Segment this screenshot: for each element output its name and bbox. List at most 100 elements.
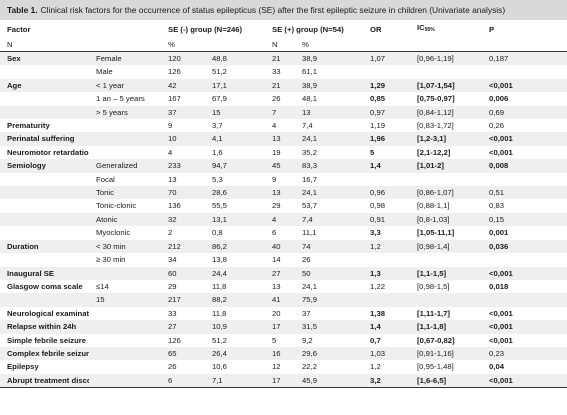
se-negative-n-cell: 217 <box>161 293 205 307</box>
se-negative-n-cell: 136 <box>161 199 205 213</box>
se-positive-n-cell: 29 <box>265 199 296 213</box>
table-row: 15 217 88,2 41 75,9 <box>0 293 567 307</box>
se-positive-percent-cell: 7,4 <box>295 119 364 133</box>
se-positive-n-cell: 4 <box>265 119 296 133</box>
odds-ratio-cell: 1,03 <box>363 346 411 361</box>
confidence-interval-cell: [1,6-6,5] <box>410 373 483 389</box>
table-row: Complex febrile seizure 65 26,4 16 29,6 1,03[… <box>0 346 567 361</box>
se-negative-percent-cell: 26,4 <box>205 346 266 361</box>
confidence-interval-cell: [1,1-1,5] <box>410 266 483 280</box>
se-negative-n-cell: 13 <box>161 172 205 187</box>
factor-cell: Neurological examination abnormality <box>0 306 89 321</box>
p-value-cell: 0,83 <box>482 199 567 213</box>
odds-ratio-cell: 0,96 <box>363 186 411 200</box>
subcategory-cell: 1 an – 5 years <box>89 92 161 106</box>
caption-text: Clinical risk factors for the occurrence… <box>40 5 506 15</box>
se-negative-n-cell: 70 <box>161 186 205 200</box>
or-header: OR <box>370 24 382 34</box>
confidence-interval-cell: [1,07-1,54] <box>410 78 483 93</box>
factor-cell <box>0 65 89 79</box>
se-negative-n-cell: 42 <box>161 78 205 93</box>
table-row: Simple febrile seizure 126 51,2 5 9,2 0,7 [0,6… <box>0 333 567 347</box>
factor-cell <box>0 212 89 227</box>
se-positive-percent-cell: 53,7 <box>295 199 364 213</box>
se-positive-percent-cell: 22,2 <box>295 360 364 374</box>
p-value-cell: <0,001 <box>482 132 567 146</box>
p-header: P <box>489 24 495 34</box>
factor-cell: Epilepsy <box>0 360 89 374</box>
se-positive-n-cell: 19 <box>265 145 296 160</box>
se-positive-n-cell: 4 <box>265 212 296 227</box>
se-positive-percent-cell: 37 <box>295 306 364 321</box>
se-negative-percent-cell: 55,5 <box>205 199 266 213</box>
subcategory-cell: Tonic <box>89 186 161 200</box>
subcategory-cell <box>89 333 161 347</box>
subcategory-cell <box>89 373 161 389</box>
se-negative-percent-cell: 94,7 <box>205 159 266 173</box>
p-value-cell: 0,26 <box>482 119 567 133</box>
subcategory-cell: Focal <box>89 172 161 187</box>
confidence-interval-cell <box>410 293 483 307</box>
subcategory-cell: ≥ 30 min <box>89 253 161 267</box>
p-value-cell: 0,23 <box>482 346 567 361</box>
table-row: Male 126 51,2 33 61,1 <box>0 65 567 79</box>
table-row: Sex Female 120 48,8 21 38,9 1,07 [0,96-1,19] 0,1… <box>0 51 567 66</box>
se-positive-n-cell: 45 <box>265 159 296 173</box>
se-negative-n-cell: 9 <box>161 119 205 133</box>
table-row: Neurological examination abnormality 3311… <box>0 306 567 321</box>
table-row: ≥ 30 min 34 13,8 14 26 <box>0 253 567 267</box>
se-positive-n-cell: 12 <box>265 360 296 374</box>
p-value-cell: 0,187 <box>482 51 567 66</box>
se-negative-n-cell: 120 <box>161 51 205 66</box>
se-negative-n-cell: 233 <box>161 159 205 173</box>
table-row: Inaugural SE 60 24,4 27 50 1,3 [1,1-1,5] <0,001 <box>0 266 567 280</box>
se-negative-percent-cell: 7,1 <box>205 373 266 389</box>
odds-ratio-cell: 0,91 <box>363 212 411 227</box>
factor-cell <box>0 92 89 106</box>
odds-ratio-cell: 1,4 <box>363 320 411 334</box>
table-row: Perinatal suffering 10 4,1 13 24,1 1,96 [1,2-3… <box>0 132 567 146</box>
ci-header-sub: 95% <box>424 27 435 33</box>
factor-cell <box>0 293 89 307</box>
confidence-interval-cell: [0,8-1,03] <box>410 212 483 227</box>
se-positive-n-cell: 9 <box>265 172 296 187</box>
factor-cell: Abrupt treatment discontinuation <box>0 373 89 389</box>
confidence-interval-cell: [0,83-1,72] <box>410 119 483 133</box>
se-negative-n-cell: 29 <box>161 279 205 294</box>
confidence-interval-cell <box>410 65 483 79</box>
se-positive-percent-cell: 50 <box>295 266 364 280</box>
se-negative-percent-cell: 51,2 <box>205 333 266 347</box>
se-positive-n-cell: 21 <box>265 51 296 66</box>
confidence-interval-cell: [1,11-1,7] <box>410 306 483 321</box>
se-negative-n-cell: 212 <box>161 239 205 254</box>
se-negative-n-cell: 126 <box>161 333 205 347</box>
se-negative-n-cell: 34 <box>161 253 205 267</box>
se-positive-percent-cell: 75,9 <box>295 293 364 307</box>
factor-cell: Duration <box>0 239 89 254</box>
se-positive-percent-cell: 48,1 <box>295 92 364 106</box>
confidence-interval-cell: [0,84-1,12] <box>410 105 483 120</box>
p-value-cell: 0,51 <box>482 186 567 200</box>
p-value-cell: <0,001 <box>482 145 567 160</box>
se-negative-n-cell: 26 <box>161 360 205 374</box>
factor-cell: Relapse within 24h <box>0 320 89 334</box>
se-positive-percent-cell: 29,6 <box>295 346 364 361</box>
se-positive-percent-cell: 24,1 <box>295 132 364 146</box>
subcategory-cell: > 5 years <box>89 105 161 120</box>
se-negative-percent-cell: 11,8 <box>205 306 266 321</box>
factor-cell: Sex <box>0 51 89 66</box>
se-positive-percent-cell: 38,9 <box>295 78 364 93</box>
table-caption: Table 1. Clinical risk factors for the oc… <box>0 0 567 20</box>
factor-cell <box>0 105 89 120</box>
confidence-interval-cell: [0,91-1,16] <box>410 346 483 361</box>
se-negative-n-cell: 32 <box>161 212 205 227</box>
se-positive-n-cell: 6 <box>265 226 296 240</box>
subcategory-cell: ≤14 <box>89 279 161 294</box>
p-value-cell: 0,036 <box>482 239 567 254</box>
subcategory-cell: Female <box>89 51 161 66</box>
se-positive-percent-cell: 24,1 <box>295 279 364 294</box>
se-negative-percent-cell: 67,9 <box>205 92 266 106</box>
subcategory-cell: Male <box>89 65 161 79</box>
se-negative-percent-cell: 3,7 <box>205 119 266 133</box>
se-positive-percent-cell: 7,4 <box>295 212 364 227</box>
